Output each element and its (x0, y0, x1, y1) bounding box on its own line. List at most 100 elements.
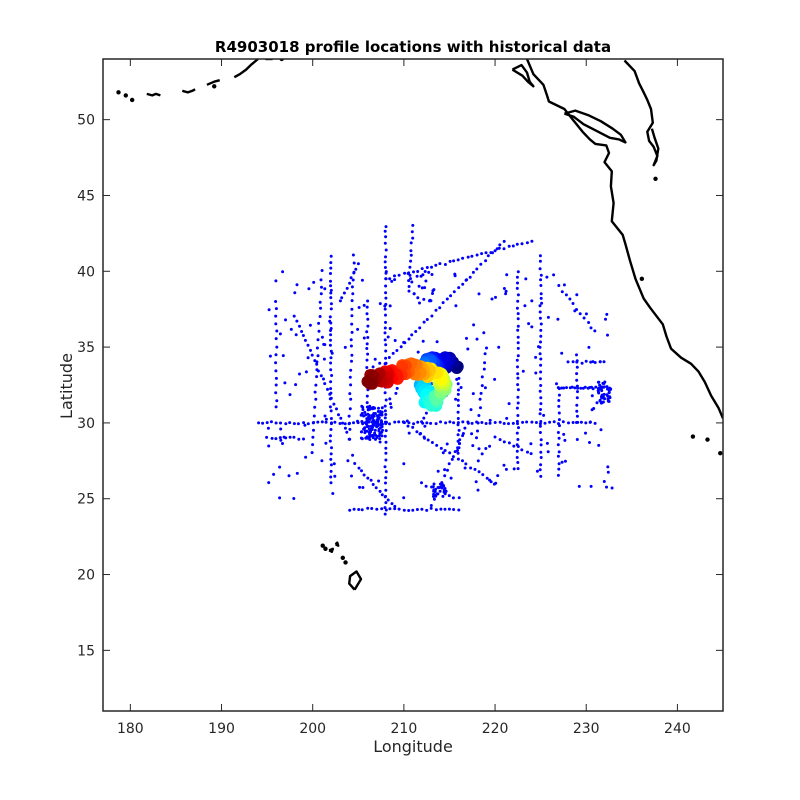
historical-profile-point (475, 253, 479, 257)
historical-profile-point (430, 273, 434, 276)
historical-profile-point (434, 308, 438, 312)
historical-profile-point (432, 488, 436, 492)
historical-profile-point (356, 419, 359, 423)
historical-profile-point (373, 428, 377, 432)
historical-profile-point (410, 230, 414, 234)
x-tick-label: 200 (299, 721, 326, 737)
historical-profile-point (538, 316, 542, 320)
historical-profile-point (464, 462, 468, 466)
historical-profile-point (380, 420, 384, 424)
historical-profile-point (420, 507, 424, 511)
historical-profile-point (520, 448, 524, 452)
historical-profile-point (421, 421, 425, 425)
historical-profile-point (320, 420, 324, 424)
historical-profile-point (557, 411, 561, 415)
historical-profile-point (448, 451, 452, 455)
historical-profile-point (575, 409, 579, 413)
historical-profile-point (579, 386, 583, 390)
historical-profile-point (319, 306, 323, 310)
historical-profile-point (292, 422, 296, 426)
historical-profile-point (429, 504, 433, 507)
historical-profile-point (443, 263, 447, 266)
historical-profile-point (312, 414, 316, 418)
historical-profile-point (322, 377, 325, 381)
historical-profile-point (380, 425, 384, 429)
historical-profile-point (348, 407, 352, 411)
historical-profiles-layer (257, 223, 614, 516)
historical-profile-point (350, 474, 353, 478)
historical-profile-point (329, 254, 333, 258)
historical-profile-point (329, 361, 333, 365)
historical-profile-point (498, 420, 502, 424)
historical-profile-point (588, 441, 591, 444)
historical-profile-point (575, 365, 579, 369)
historical-profile-point (470, 421, 474, 425)
historical-profile-point (329, 475, 333, 479)
historical-profile-point (534, 355, 538, 359)
historical-profile-point (393, 420, 397, 424)
historical-profile-point (261, 421, 265, 425)
historical-profile-point (288, 393, 292, 397)
historical-profile-point (463, 466, 467, 470)
historical-profile-point (436, 469, 440, 473)
historical-profile-point (516, 270, 520, 274)
historical-profile-point (306, 343, 310, 347)
historical-profile-point (330, 446, 333, 450)
historical-profile-point (384, 235, 388, 239)
historical-profile-point (557, 467, 561, 471)
historical-profile-point (478, 397, 482, 401)
historical-profile-point (430, 441, 434, 444)
historical-profile-point (420, 286, 424, 290)
historical-profile-point (507, 402, 511, 406)
historical-profile-point (383, 338, 387, 342)
historical-profile-point (575, 384, 579, 388)
historical-profile-point (423, 286, 427, 290)
historical-profile-point (438, 306, 442, 310)
coastline (334, 541, 340, 547)
island-dot (653, 176, 658, 181)
coastline (623, 59, 660, 167)
y-tick-label: 15 (77, 643, 95, 659)
historical-profile-point (465, 278, 469, 282)
historical-profile-point (323, 382, 327, 386)
historical-profile-point (606, 387, 609, 391)
historical-profile-point (579, 420, 583, 424)
historical-profile-point (482, 331, 486, 335)
historical-profile-point (311, 435, 315, 439)
historical-profile-point (578, 312, 582, 316)
historical-profile-point (416, 270, 420, 273)
historical-profile-point (360, 412, 364, 415)
historical-profile-point (350, 322, 354, 326)
historical-profile-point (365, 422, 368, 426)
historical-profile-point (486, 254, 490, 258)
historical-profile-point (441, 301, 445, 305)
historical-profile-point (452, 508, 456, 511)
historical-profile-point (562, 432, 566, 436)
historical-profile-point (461, 432, 465, 435)
historical-profile-point (605, 312, 609, 316)
historical-profile-point (609, 387, 612, 391)
historical-profile-point (314, 397, 318, 401)
historical-profile-point (329, 380, 333, 384)
historical-profile-point (319, 278, 323, 282)
historical-profile-point (476, 421, 480, 425)
historical-profile-point (443, 487, 447, 490)
historical-profile-point (516, 324, 520, 328)
historical-profile-point (539, 474, 543, 478)
historical-profile-point (311, 443, 315, 447)
historical-profile-point (380, 507, 384, 511)
historical-profile-point (608, 396, 612, 400)
historical-profile-point (483, 386, 487, 390)
historical-profile-point (380, 422, 384, 426)
historical-profile-point (388, 507, 392, 511)
historical-profile-point (353, 462, 357, 465)
historical-profile-point (589, 484, 593, 488)
historical-profile-point (324, 420, 328, 424)
historical-profile-point (349, 344, 353, 348)
historical-profile-point (402, 462, 406, 466)
historical-profile-point (304, 370, 308, 374)
historical-profile-point (384, 458, 388, 462)
historical-profile-point (443, 492, 447, 496)
historical-profile-point (329, 266, 333, 270)
float-profile-point (364, 377, 376, 390)
